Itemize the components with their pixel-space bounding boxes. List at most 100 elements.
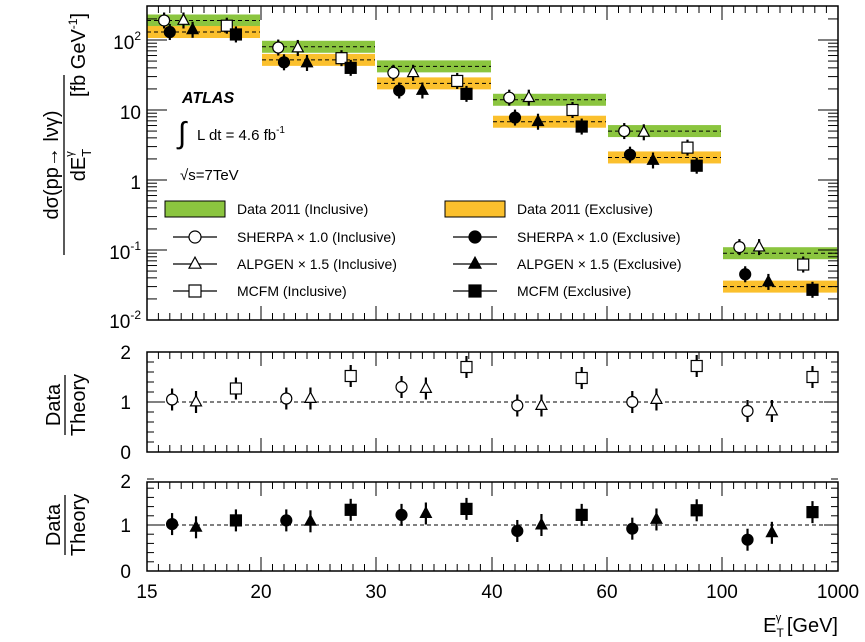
legend-marker-filled-triangle [467,255,483,269]
legend-label: Data 2011 (Exclusive) [517,201,653,217]
ratio-inclusive-sherpa-point [741,404,754,418]
ratio-exclusive-ytick-0: 0 [120,562,131,583]
mcfm-exclusive-point [690,159,703,172]
ratio-inclusive-mcfm-point [460,360,473,374]
mcfm-inclusive-point [681,141,694,154]
x-axis-title: ETγ [GeV] [763,612,838,640]
top-panel: 10-2 10-1 1 10 102 dσ(pp→ lνγ) dETγ [fb … [41,5,839,333]
ratio-exclusive-alpgen-point [534,517,548,530]
alpgen-exclusive-point [415,82,429,95]
mcfm-inclusive-point [797,258,810,271]
mcfm-exclusive-point [460,87,473,100]
ratio-inclusive-mcfm-point [229,382,243,395]
sherpa-inclusive-point [272,41,285,54]
ratio-inclusive-mcfm-point [344,369,357,383]
ratio-inclusive-y-title: Data Theory [43,374,90,436]
top-ytick-label-1e-1: 10-1 [109,239,141,264]
legend-swatch-green-band [164,200,226,218]
legend-marker-open-circle [188,230,202,244]
ratio-exclusive-sherpa-point [741,533,754,546]
legend-marker-open-triangle [187,255,203,269]
ratio-exclusive-alpgen-point [303,513,317,526]
mcfm-inclusive-point [335,52,348,65]
svg-text:dσ(pp→ lνγ): dσ(pp→ lνγ) [41,110,63,219]
alpgen-inclusive-point [406,65,420,78]
alpgen-exclusive-point [646,152,660,165]
top-panel-frame [146,5,839,321]
integral-sign: ∫ [176,117,188,150]
ratio-inclusive-ytick-2: 2 [120,343,131,364]
alpgen-inclusive-point [522,90,536,103]
ratio-inclusive-sherpa-point [511,399,524,412]
alpgen-exclusive-point [761,274,775,287]
sherpa-exclusive-point [508,111,522,124]
ratio-exclusive-mcfm-point [575,508,588,521]
svg-text:[fb GeV-1]: [fb GeV-1] [66,13,90,97]
alpgen-inclusive-point [291,40,305,53]
ratio-inclusive-mcfm-point [806,370,819,384]
svg-text:Data: Data [43,383,65,426]
x-tick-label-40: 40 [481,582,502,603]
ratio-exclusive-panel: 0 1 2 Data Theory 15 20 30 40 60 100 1000 ETγ … [43,472,859,640]
alpgen-exclusive-point [186,22,200,35]
legend-label: SHERPA × 1.0 (Inclusive) [237,229,396,245]
legend-label: SHERPA × 1.0 (Exclusive) [517,229,681,245]
sherpa-inclusive-point [158,14,171,27]
legend-label: MCFM (Inclusive) [237,283,347,299]
svg-text:dETγ: dETγ [64,149,94,181]
legend-label: MCFM (Exclusive) [517,283,631,299]
ratio-inclusive-sherpa-point [626,395,639,409]
legend-label: ALPGEN × 1.5 (Inclusive) [237,256,397,272]
svg-text:Theory: Theory [68,494,90,556]
mcfm-exclusive-point [229,28,243,41]
x-tick-label-20: 20 [250,582,271,603]
ratio-inclusive-ytick-0: 0 [120,443,131,464]
ratio-exclusive-sherpa-point [165,517,179,531]
sherpa-exclusive-point [739,268,752,281]
legend-label: Data 2011 (Inclusive) [237,201,368,217]
x-tick-label-1000: 1000 [817,582,859,603]
alpgen-inclusive-point [637,124,651,137]
legend-label: ALPGEN × 1.5 (Exclusive) [517,256,682,272]
x-tick-label-15: 15 [136,582,157,603]
ratio-inclusive-mcfm-point [575,371,588,385]
top-y-axis-title: dσ(pp→ lνγ) dETγ [fb GeV-1] [41,13,94,255]
sherpa-exclusive-point [277,56,291,69]
ratio-inclusive-alpgen-point [189,394,203,407]
ratio-exclusive-sherpa-point [626,522,639,535]
alpgen-inclusive-point [752,239,766,252]
sherpa-inclusive-point [618,124,631,138]
mcfm-exclusive-point [806,283,819,296]
ratio-exclusive-mcfm-point [806,506,819,519]
ratio-inclusive-sherpa-point [395,380,408,394]
x-tick-label-60: 60 [596,582,617,603]
sherpa-inclusive-point [733,241,746,254]
ratio-inclusive-alpgen-point [649,391,663,404]
mcfm-inclusive-point [220,19,233,32]
x-tick-label-30: 30 [365,582,386,603]
legend-marker-filled-circle [468,230,482,244]
ratio-inclusive-mcfm-point [690,359,703,373]
lumi-label: L dt = 4.6 fb-1 [197,125,285,144]
ratio-exclusive-sherpa-point [395,508,408,521]
ratio-inclusive-alpgen-point [303,390,317,403]
alpgen-exclusive-point [531,114,545,127]
ratio-exclusive-mcfm-point [344,503,357,516]
ratio-inclusive-alpgen-point [765,403,779,416]
mcfm-inclusive-point [566,103,579,117]
alpgen-inclusive-point [176,12,190,25]
ratio-exclusive-y-title: Data Theory [43,494,90,556]
ratio-inclusive-sherpa-point [165,393,179,406]
ratio-inclusive-ytick-1: 1 [120,393,131,414]
top-ytick-label-10: 10 [120,103,141,124]
ratio-exclusive-mcfm-point [690,504,703,517]
ratio-exclusive-alpgen-point [419,505,433,518]
ratio-exclusive-mcfm-point [460,502,473,515]
mcfm-inclusive-point [451,74,464,88]
sherpa-exclusive-point [393,84,406,97]
top-ytick-label-1e-2: 10-2 [109,308,141,333]
legend: Data 2011 (Inclusive) Data 2011 (Exclusiv… [164,200,682,299]
legend-swatch-yellow-band [444,200,506,218]
legend-marker-filled-square [468,284,482,298]
